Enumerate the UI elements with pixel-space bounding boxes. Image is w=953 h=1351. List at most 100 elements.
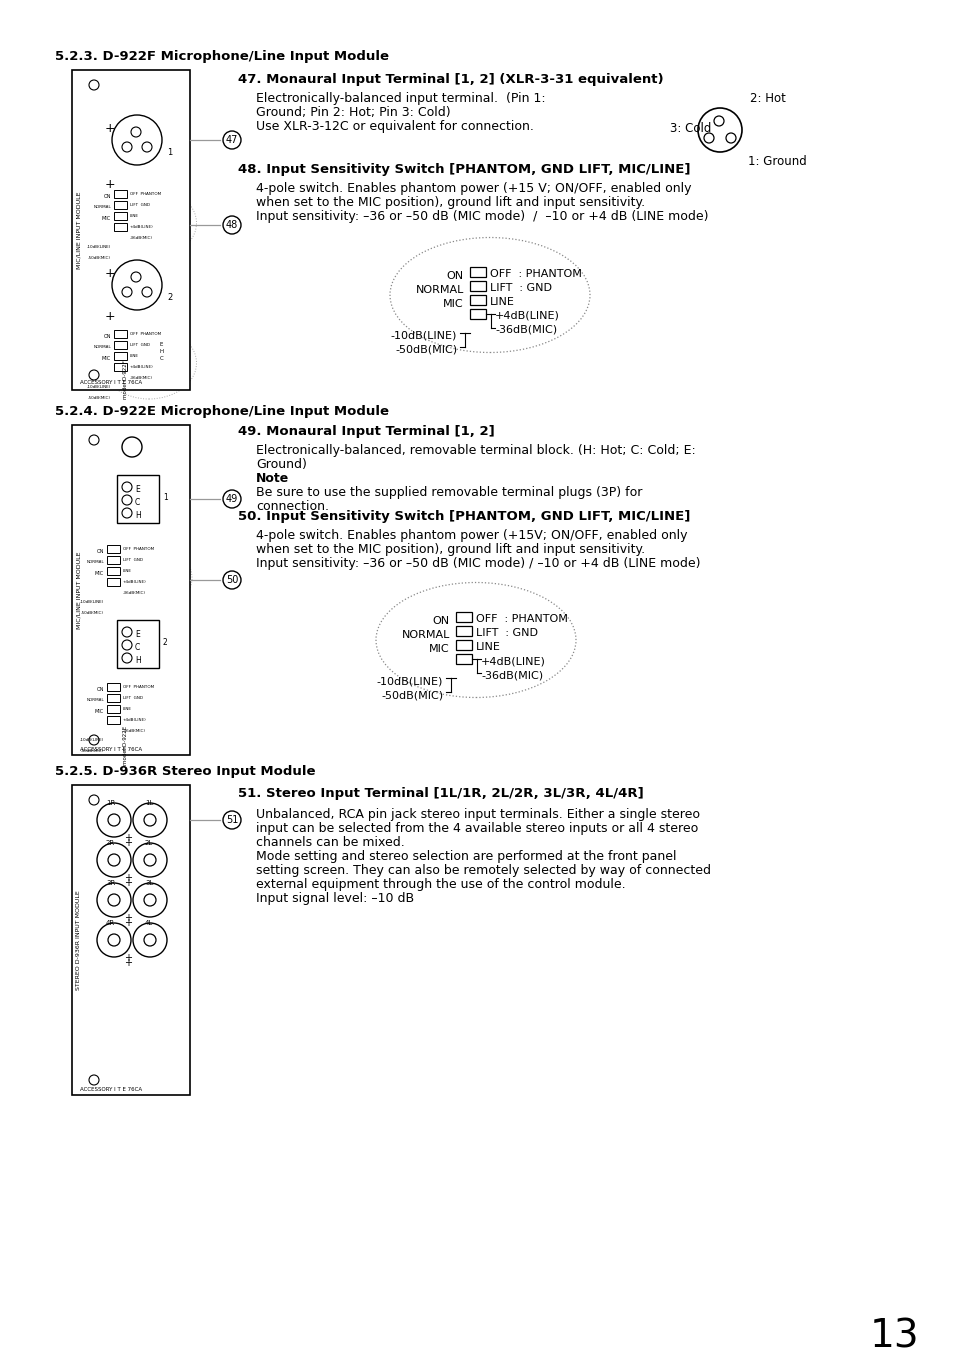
Bar [107, 694, 120, 703]
Text: -10dB(LINE): -10dB(LINE) [390, 331, 456, 340]
Text: MIC/LINE INPUT MODULE: MIC/LINE INPUT MODULE [76, 551, 81, 628]
Text: OFF  PHANTOM: OFF PHANTOM [123, 547, 154, 551]
Text: -50dB(MIC): -50dB(MIC) [81, 748, 104, 753]
Circle shape [89, 370, 99, 380]
Text: +4dB(LINE): +4dB(LINE) [123, 580, 147, 584]
Text: Unbalanced, RCA pin jack stereo input terminals. Either a single stereo: Unbalanced, RCA pin jack stereo input te… [255, 808, 700, 821]
Text: +: + [124, 913, 132, 923]
Circle shape [122, 653, 132, 663]
Text: model D-922E: model D-922E [123, 725, 129, 765]
Text: Input sensitivity: –36 or –50 dB (MIC mode) / –10 or +4 dB (LINE mode): Input sensitivity: –36 or –50 dB (MIC mo… [255, 557, 700, 570]
Circle shape [122, 286, 132, 297]
Circle shape [144, 815, 156, 825]
Bar [113, 223, 127, 231]
Text: -36dB(MIC): -36dB(MIC) [130, 236, 152, 240]
Bar [456, 626, 472, 636]
Text: LINE: LINE [130, 213, 139, 218]
Text: +: + [124, 917, 132, 928]
Text: +4dB(LINE): +4dB(LINE) [123, 717, 147, 721]
Text: NORMAL: NORMAL [93, 205, 111, 209]
Bar [470, 267, 485, 277]
Circle shape [97, 884, 131, 917]
Text: OFF  PHANTOM: OFF PHANTOM [130, 332, 161, 336]
Text: 47: 47 [226, 135, 238, 145]
Text: 2: 2 [163, 638, 168, 647]
Bar [113, 353, 127, 359]
Circle shape [97, 923, 131, 957]
Text: LINE: LINE [130, 354, 139, 358]
Text: STEREO D-936R INPUT MODULE: STEREO D-936R INPUT MODULE [76, 890, 81, 990]
Text: +: + [124, 952, 132, 963]
Circle shape [112, 259, 162, 309]
Text: MIC/LINE INPUT MODULE: MIC/LINE INPUT MODULE [76, 192, 81, 269]
Circle shape [223, 490, 241, 508]
Bar [107, 567, 120, 576]
Text: 49: 49 [226, 494, 238, 504]
Text: Use XLR-3-12C or equivalent for connection.: Use XLR-3-12C or equivalent for connecti… [255, 120, 534, 132]
Text: Input signal level: –10 dB: Input signal level: –10 dB [255, 892, 414, 905]
Bar [113, 190, 127, 199]
Text: +: + [105, 309, 115, 323]
Text: ACCESSORY I T E 76CA: ACCESSORY I T E 76CA [80, 747, 142, 753]
Text: when set to the MIC position), ground lift and input sensitivity.: when set to the MIC position), ground li… [255, 196, 644, 209]
Bar [470, 281, 485, 290]
Bar [113, 212, 127, 220]
Bar [71, 70, 190, 390]
Bar [113, 201, 127, 209]
Text: ACCESSORY I T E 76CA: ACCESSORY I T E 76CA [80, 380, 142, 385]
Text: +: + [124, 878, 132, 888]
Circle shape [122, 640, 132, 650]
Text: Ground): Ground) [255, 458, 307, 471]
Circle shape [132, 923, 167, 957]
Text: MIC: MIC [94, 709, 104, 713]
Text: +4dB(LINE): +4dB(LINE) [495, 311, 559, 322]
Text: 13: 13 [869, 1319, 919, 1351]
Circle shape [122, 142, 132, 153]
Text: -10dB(LINE): -10dB(LINE) [87, 385, 111, 389]
Text: 3L: 3L [145, 880, 153, 886]
Text: -36dB(MIC): -36dB(MIC) [495, 326, 557, 335]
Text: LINE: LINE [476, 642, 500, 653]
Bar [71, 426, 190, 755]
Text: ON: ON [446, 272, 463, 281]
Text: E: E [135, 485, 139, 494]
Text: -10dB(LINE): -10dB(LINE) [79, 600, 104, 604]
Circle shape [122, 436, 142, 457]
Text: -36dB(MIC): -36dB(MIC) [130, 376, 152, 380]
Circle shape [713, 116, 723, 126]
Text: -36dB(MIC): -36dB(MIC) [123, 730, 146, 734]
Text: ON: ON [103, 334, 111, 339]
Bar [470, 309, 485, 319]
Circle shape [122, 508, 132, 517]
Text: ON: ON [433, 616, 450, 626]
Circle shape [131, 272, 141, 282]
Text: 2: Hot: 2: Hot [749, 92, 785, 105]
Text: -50dB(MIC): -50dB(MIC) [395, 345, 456, 355]
Text: OFF  PHANTOM: OFF PHANTOM [123, 685, 154, 689]
Text: +: + [105, 122, 115, 135]
Text: LINE: LINE [490, 297, 515, 307]
Text: LIFT  GND: LIFT GND [130, 343, 150, 347]
Text: +: + [105, 178, 115, 190]
Text: -10dB(LINE): -10dB(LINE) [79, 738, 104, 742]
Text: -50dB(MIC): -50dB(MIC) [88, 396, 111, 400]
Text: NORMAL: NORMAL [401, 630, 450, 640]
Text: 1: 1 [163, 493, 168, 503]
Circle shape [131, 127, 141, 136]
Text: +: + [124, 834, 132, 843]
Text: LINE: LINE [123, 569, 132, 573]
Text: C: C [135, 499, 140, 507]
Text: MIC: MIC [443, 299, 463, 309]
Circle shape [108, 894, 120, 907]
Circle shape [223, 216, 241, 234]
Bar [456, 612, 472, 621]
Circle shape [89, 1075, 99, 1085]
Text: external equipment through the use of the control module.: external equipment through the use of th… [255, 878, 625, 892]
Circle shape [223, 131, 241, 149]
Text: +: + [124, 838, 132, 848]
Text: 2R: 2R [106, 840, 115, 846]
Circle shape [703, 132, 713, 143]
Text: +4dB(LINE): +4dB(LINE) [130, 365, 153, 369]
Text: -36dB(MIC): -36dB(MIC) [480, 670, 542, 680]
Text: NORMAL: NORMAL [416, 285, 463, 295]
